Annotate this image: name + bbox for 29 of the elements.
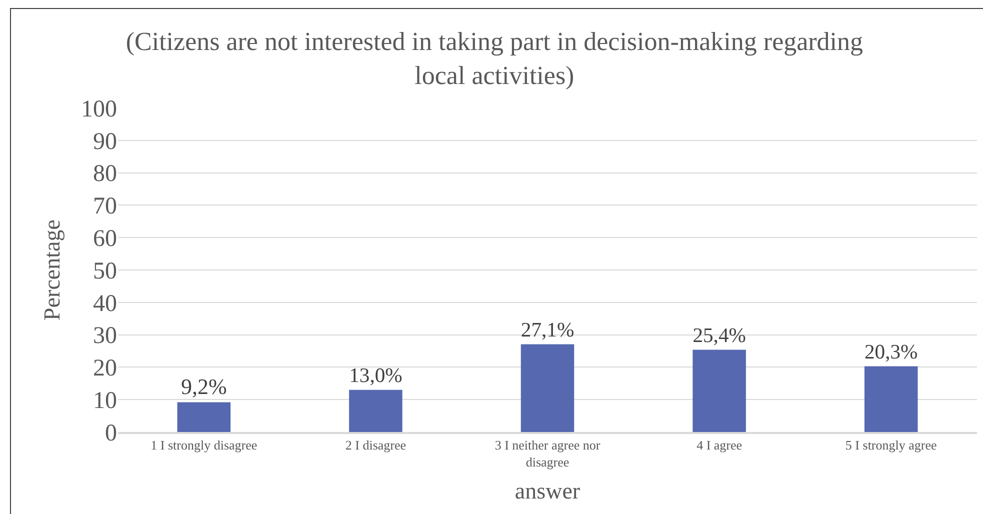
y-tick-label: 10 [93, 388, 117, 414]
x-axis-title: answer [514, 478, 580, 504]
bar [692, 350, 746, 432]
x-tick-label: 4 I agree [696, 437, 742, 452]
chart-title: (Citizens are not interested in taking part in decision-making regarding local activities) [126, 27, 864, 90]
y-tick-label: 50 [93, 258, 117, 284]
data-label: 13,0% [349, 365, 402, 388]
data-label: 20,3% [864, 342, 918, 364]
y-tick-label: 0 [105, 420, 117, 446]
y-tick-label: 60 [93, 226, 117, 252]
x-tick-label: 2 I disagree [345, 437, 406, 452]
y-tick-label: 70 [93, 194, 117, 220]
y-tick-label: 40 [93, 290, 117, 317]
x-tick-label: 5 I strongly agree [845, 437, 937, 452]
data-label: 25,4% [692, 325, 746, 348]
y-tick-label: 80 [93, 161, 117, 188]
bar [177, 402, 231, 432]
data-label: 9,2% [180, 374, 227, 400]
bar [520, 344, 574, 432]
y-tick-label: 30 [93, 323, 117, 350]
x-tick-label: 3 I neither agree nor disagree [494, 437, 601, 470]
data-label: 27,1% [520, 320, 574, 342]
y-tick-label: 100 [81, 96, 117, 122]
bar [864, 366, 918, 432]
x-tick-label: 1 I strongly disagree [150, 437, 258, 452]
bar [349, 390, 402, 432]
y-tick-label: 90 [93, 128, 117, 155]
y-tick-label: 20 [93, 356, 117, 382]
y-axis-title: Percentage [39, 220, 64, 320]
